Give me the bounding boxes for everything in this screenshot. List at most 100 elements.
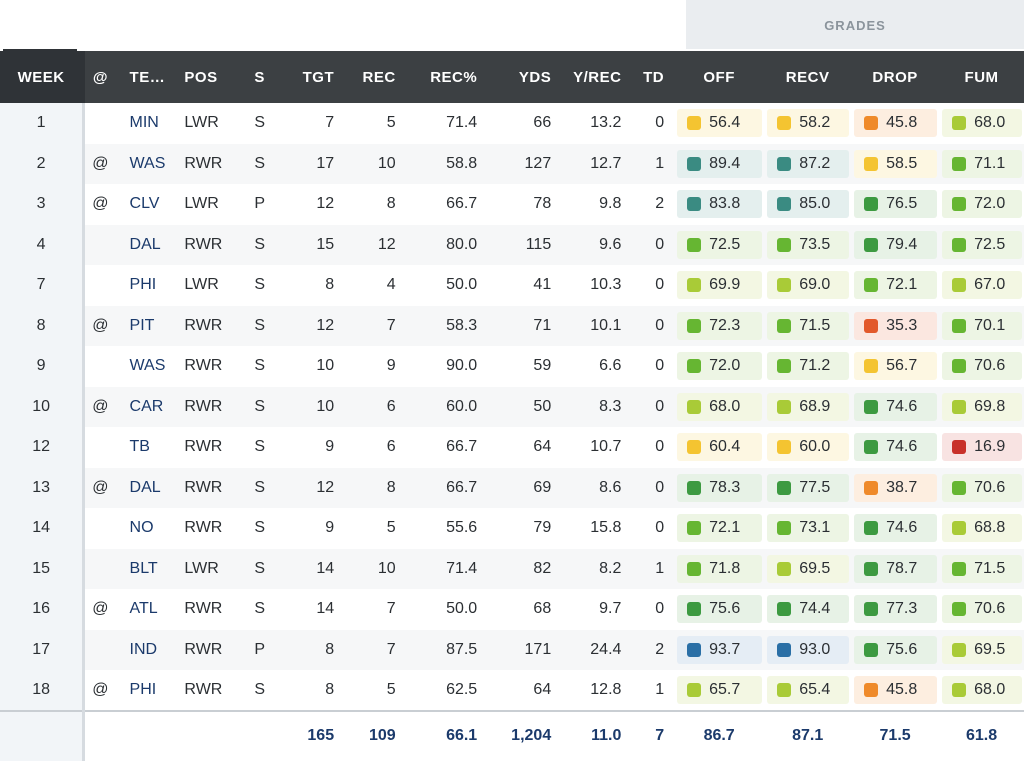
- team-cell[interactable]: BLT: [115, 548, 185, 589]
- table-row[interactable]: 17 IND RWR P 8 7 87.5 171 24.4 2 93.7 93.0 75.6 69.5: [0, 629, 1024, 670]
- table-row[interactable]: 12 TB RWR S 9 6 66.7 64 10.7 0 60.4 60.0 74.6 16.9: [0, 427, 1024, 468]
- table-row[interactable]: 9 WAS RWR S 10 9 90.0 59 6.6 0 72.0 71.2 56.7 70.6: [0, 346, 1024, 387]
- team-cell[interactable]: WAS: [115, 143, 185, 184]
- team-cell[interactable]: TB: [129, 438, 150, 456]
- grade-value: 68.0: [974, 114, 1006, 132]
- team-cell[interactable]: NO: [129, 519, 154, 537]
- team-cell[interactable]: DAL: [115, 224, 185, 265]
- column-header-yards[interactable]: YDS: [481, 51, 553, 103]
- column-header-reception-pct[interactable]: REC%: [401, 51, 482, 103]
- grade-color-icon: [864, 561, 879, 576]
- targets-cell: 10: [316, 357, 335, 375]
- total-targets: 165: [279, 709, 339, 761]
- column-header-home-away[interactable]: @: [83, 51, 116, 103]
- yards-per-rec-cell: 8.6: [552, 467, 627, 508]
- team-cell[interactable]: WAS: [129, 357, 166, 375]
- drop-grade-cell: 58.5: [851, 143, 940, 184]
- team-cell[interactable]: PIT: [115, 305, 185, 346]
- column-header-fum-grade[interactable]: FUM: [939, 51, 1024, 103]
- column-header-off-grade[interactable]: OFF: [674, 51, 765, 103]
- team-cell[interactable]: PHI: [129, 680, 157, 698]
- home-away-cell: [84, 103, 116, 144]
- table-row[interactable]: 13 @ DAL RWR S 12 8 66.7 69 8.6 0 78.3 77.5 38.7 70.6: [0, 467, 1024, 508]
- team-cell[interactable]: MIN: [129, 114, 159, 132]
- off-grade-cell: 56.4: [674, 103, 764, 144]
- targets-cell: 12: [279, 305, 339, 346]
- column-header-drop-grade[interactable]: DROP: [851, 51, 940, 103]
- table-row[interactable]: 15 BLT LWR S 14 10 71.4 82 8.2 1 71.8 69.5 78.7 71.5: [0, 548, 1024, 589]
- fum-grade-cell: 69.5: [939, 629, 1024, 670]
- home-away-cell: [83, 224, 116, 265]
- table-row[interactable]: 8 @ PIT RWR S 12 7 58.3 71 10.1 0 72.3 71.5 35.3 70.1: [0, 305, 1024, 346]
- touchdowns-cell: 1: [655, 680, 665, 698]
- team-cell[interactable]: CLV: [129, 195, 160, 213]
- team-cell[interactable]: PHI: [129, 276, 157, 294]
- grade-badge: 38.7: [854, 473, 938, 502]
- column-header-yards-per-rec[interactable]: Y/REC: [552, 51, 627, 103]
- column-header-targets[interactable]: TGT: [279, 51, 339, 103]
- grade-value: 71.8: [709, 559, 741, 577]
- yards-per-rec-cell: 10.3: [590, 276, 622, 294]
- recv-grade-cell: 60.0: [764, 427, 851, 468]
- drop-grade-cell: 78.7: [851, 548, 940, 589]
- status-cell: S: [254, 600, 265, 618]
- fum-grade-cell: 71.1: [939, 143, 1024, 184]
- position-cell: RWR: [184, 438, 223, 456]
- table-row[interactable]: 7 PHI LWR S 8 4 50.0 41 10.3 0 69.9 69.0 72.1 67.0: [0, 265, 1024, 306]
- reception-pct-cell: 87.5: [401, 629, 482, 670]
- drop-grade-cell: 79.4: [851, 224, 940, 265]
- totals-empty-cell: [115, 709, 185, 761]
- column-header-team[interactable]: TE…: [115, 51, 185, 103]
- receptions-cell: 10: [338, 143, 402, 184]
- yards-cell: 64: [533, 438, 552, 456]
- grade-value: 87.2: [799, 154, 831, 172]
- column-header-receptions[interactable]: REC: [338, 51, 402, 103]
- yards-cell: 50: [481, 386, 553, 427]
- reception-pct-cell: 71.4: [401, 548, 482, 589]
- table-row[interactable]: 10 @ CAR RWR S 10 6 60.0 50 8.3 0 68.0 68.9 74.6 69.8: [0, 386, 1024, 427]
- grade-badge: 87.2: [767, 149, 850, 178]
- team-cell[interactable]: IND: [115, 629, 185, 670]
- week-cell: 16: [0, 589, 86, 630]
- grade-value: 74.4: [799, 600, 831, 618]
- drop-grade-cell: 72.1: [851, 265, 939, 306]
- yards-cell: 115: [481, 224, 553, 265]
- totals-week-cell: [0, 709, 86, 761]
- week-cell: 12: [0, 427, 86, 468]
- column-header-touchdowns[interactable]: TD: [626, 51, 675, 103]
- column-header-position[interactable]: POS: [184, 51, 240, 103]
- drop-grade-cell: 76.5: [851, 184, 939, 225]
- grade-color-icon: [687, 682, 702, 697]
- grade-value: 74.6: [886, 438, 918, 456]
- off-grade-cell: 72.5: [674, 224, 765, 265]
- yards-per-rec-cell: 15.8: [590, 519, 622, 537]
- team-cell[interactable]: CAR: [115, 386, 185, 427]
- column-header-status[interactable]: S: [239, 51, 280, 103]
- grade-badge: 74.6: [854, 514, 938, 543]
- column-header-recv-grade[interactable]: RECV: [764, 51, 852, 103]
- team-cell[interactable]: ATL: [129, 600, 158, 618]
- table-row[interactable]: 18 @ PHI RWR S 8 5 62.5 64 12.8 1 65.7 65.4 45.8 68.0: [0, 670, 1024, 711]
- table-row[interactable]: 14 NO RWR S 9 5 55.6 79 15.8 0 72.1 73.1 74.6 68.8: [0, 508, 1024, 549]
- grade-value: 77.5: [799, 478, 831, 496]
- table-row[interactable]: 1 MIN LWR S 7 5 71.4 66 13.2 0 56.4 58.2 45.8 68.0: [0, 103, 1024, 144]
- column-header-week[interactable]: WEEK: [0, 51, 86, 103]
- table-row[interactable]: 3 @ CLV LWR P 12 8 66.7 78 9.8 2 83.8 85.0 76.5 72.0: [0, 184, 1024, 225]
- grade-value: 79.4: [886, 235, 918, 253]
- grade-badge: 68.0: [942, 109, 1022, 138]
- targets-cell: 12: [316, 195, 335, 213]
- yards-per-rec-cell: 8.2: [552, 548, 627, 589]
- team-cell[interactable]: DAL: [115, 467, 185, 508]
- table-row[interactable]: 16 @ ATL RWR S 14 7 50.0 68 9.7 0 75.6 74.4 77.3 70.6: [0, 589, 1024, 630]
- grade-badge: 93.7: [677, 635, 763, 664]
- grade-badge: 67.0: [942, 271, 1022, 300]
- fum-grade-cell: 70.6: [939, 589, 1024, 630]
- grade-color-icon: [777, 237, 792, 252]
- grade-badge: 83.8: [677, 190, 763, 219]
- status-cell: S: [254, 276, 265, 294]
- off-grade-cell: 71.8: [674, 548, 765, 589]
- table-row[interactable]: 2 @ WAS RWR S 17 10 58.8 127 12.7 1 89.4 87.2 58.5 71.…: [0, 143, 1024, 184]
- table-row[interactable]: 4 DAL RWR S 15 12 80.0 115 9.6 0 72.5 73.5 79.4 72.5: [0, 224, 1024, 265]
- grade-value: 45.8: [886, 114, 918, 132]
- fum-grade-cell: 68.0: [939, 670, 1024, 711]
